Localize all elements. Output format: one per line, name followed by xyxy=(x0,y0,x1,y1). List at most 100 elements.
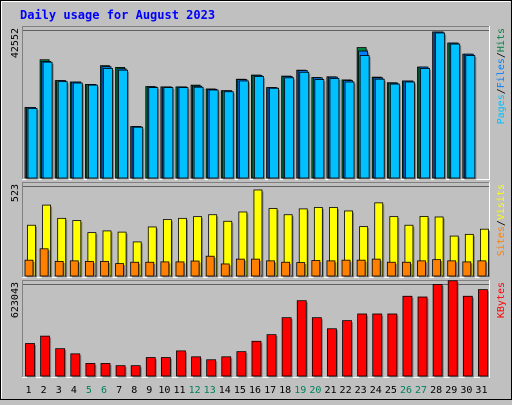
bar-sites-day-1 xyxy=(24,259,34,277)
bar-sites-day-6 xyxy=(100,260,109,277)
panel-bottom: 623043 KBytes xyxy=(10,280,507,378)
bar-pages-day-18 xyxy=(284,77,295,179)
bar-pages-day-20 xyxy=(314,79,325,179)
x-tick-label-day-30: 30 xyxy=(460,385,472,396)
bar-sites-day-5 xyxy=(84,260,94,277)
x-tick-label-day-16: 16 xyxy=(249,385,261,396)
x-tick-label-day-2: 2 xyxy=(41,385,47,396)
bar-pages-day-4 xyxy=(72,82,83,179)
bar-sites-day-18 xyxy=(281,261,291,277)
bar-sites-day-13 xyxy=(205,255,215,277)
bar-sites-day-30 xyxy=(462,261,472,277)
bar-pages-day-1 xyxy=(27,108,38,179)
x-tick-label-day-27: 27 xyxy=(415,385,427,396)
bar-sites-day-15 xyxy=(235,258,245,277)
bar-sites-day-31 xyxy=(477,260,487,277)
bar-sites-day-9 xyxy=(145,261,155,277)
bar-kbytes-day-21 xyxy=(327,328,337,377)
bar-pages-day-9 xyxy=(148,87,159,179)
bar-kbytes-day-17 xyxy=(266,334,277,377)
x-tick-label-day-8: 8 xyxy=(131,385,137,396)
panel-middle: 523 Sites/Visits xyxy=(10,182,507,278)
bar-sites-day-8 xyxy=(130,261,140,277)
bar-kbytes-day-5 xyxy=(85,363,96,377)
x-tick-label-day-24: 24 xyxy=(370,385,382,396)
bar-pages-day-12 xyxy=(193,86,204,179)
bar-sites-day-12 xyxy=(190,260,200,277)
panel-top-max-label: 42552 xyxy=(10,28,21,58)
bar-sites-day-28 xyxy=(432,259,442,277)
x-tick-label-day-19: 19 xyxy=(294,385,306,396)
x-tick-label-day-3: 3 xyxy=(56,385,62,396)
bar-kbytes-day-12 xyxy=(191,356,201,377)
bar-kbytes-day-28 xyxy=(432,284,443,377)
bar-pages-day-7 xyxy=(118,69,128,179)
x-tick-label-day-20: 20 xyxy=(309,385,321,396)
x-tick-label-day-13: 13 xyxy=(204,385,216,396)
bar-kbytes-day-15 xyxy=(236,351,247,377)
bar-kbytes-day-1 xyxy=(25,343,35,377)
x-tick-label-day-11: 11 xyxy=(173,385,185,396)
bar-kbytes-day-10 xyxy=(160,357,171,377)
x-tick-label-day-28: 28 xyxy=(430,385,442,396)
x-tick-label-day-29: 29 xyxy=(445,385,457,396)
bar-pages-day-11 xyxy=(178,87,189,179)
bar-pages-day-30 xyxy=(465,55,476,179)
legend-item-top-4: Hits xyxy=(496,28,507,52)
legend-item-middle-1: / xyxy=(496,220,507,226)
bar-pages-day-14 xyxy=(223,91,234,179)
bar-sites-day-27 xyxy=(417,260,426,277)
bar-kbytes-day-24 xyxy=(372,313,383,377)
bar-kbytes-day-27 xyxy=(417,296,428,377)
x-tick-label-day-26: 26 xyxy=(400,385,412,396)
x-tick-label-day-7: 7 xyxy=(116,385,122,396)
bar-pages-day-22 xyxy=(344,81,355,179)
bar-kbytes-day-2 xyxy=(40,335,50,377)
x-axis-labels: 1 2 3 4 5 6 7 8 9 10 11 12 13 14 15 16 17 18 19 20 21 22 23 24 2… xyxy=(26,385,488,396)
legend-item-top-0: Pages xyxy=(496,94,507,124)
bar-pages-day-15 xyxy=(238,80,249,179)
bar-sites-day-3 xyxy=(54,260,64,277)
bar-kbytes-day-7 xyxy=(115,365,126,377)
x-tick-label-day-5: 5 xyxy=(86,385,92,396)
bar-kbytes-day-29 xyxy=(447,280,458,377)
bar-kbytes-day-11 xyxy=(176,350,186,377)
legend-item-top-2: Files xyxy=(496,58,507,88)
bar-pages-day-25 xyxy=(389,83,400,179)
panel-middle-max-label: 523 xyxy=(10,184,21,202)
legend-item-bottom-0: KBytes xyxy=(496,282,507,318)
bar-pages-day-8 xyxy=(133,126,144,179)
bar-pages-day-2 xyxy=(42,61,53,179)
x-tick-label-day-1: 1 xyxy=(26,385,32,396)
bar-sites-day-16 xyxy=(251,258,260,277)
bar-pages-day-24 xyxy=(374,78,385,179)
legend-item-top-1: / xyxy=(496,88,507,94)
x-tick-label-day-6: 6 xyxy=(101,385,107,396)
x-tick-label-day-10: 10 xyxy=(158,385,170,396)
bar-pages-day-19 xyxy=(299,71,310,179)
bar-sites-day-20 xyxy=(311,260,321,277)
bar-kbytes-day-14 xyxy=(221,356,232,377)
bar-pages-day-17 xyxy=(269,87,279,179)
panel-bottom-legend: KBytes xyxy=(496,282,507,318)
bar-pages-day-27 xyxy=(420,68,430,179)
bar-sites-day-24 xyxy=(371,258,381,277)
bar-kbytes-day-4 xyxy=(70,353,81,377)
bar-kbytes-day-8 xyxy=(130,365,141,377)
panel-middle-legend: Sites/Visits xyxy=(496,184,507,256)
bar-kbytes-day-13 xyxy=(206,359,217,377)
bar-pages-day-10 xyxy=(163,87,174,179)
bar-sites-day-29 xyxy=(447,260,457,277)
bar-sites-day-7 xyxy=(115,263,124,277)
x-tick-label-day-25: 25 xyxy=(385,385,397,396)
bar-kbytes-day-19 xyxy=(296,300,307,377)
bar-sites-day-19 xyxy=(296,262,306,277)
bar-pages-day-13 xyxy=(208,89,219,179)
x-tick-label-day-15: 15 xyxy=(234,385,246,396)
bar-sites-day-26 xyxy=(402,261,411,277)
x-tick-label-day-23: 23 xyxy=(355,385,367,396)
legend-item-top-3: / xyxy=(496,52,507,58)
bar-sites-day-10 xyxy=(160,261,170,277)
bar-kbytes-day-6 xyxy=(100,363,111,377)
